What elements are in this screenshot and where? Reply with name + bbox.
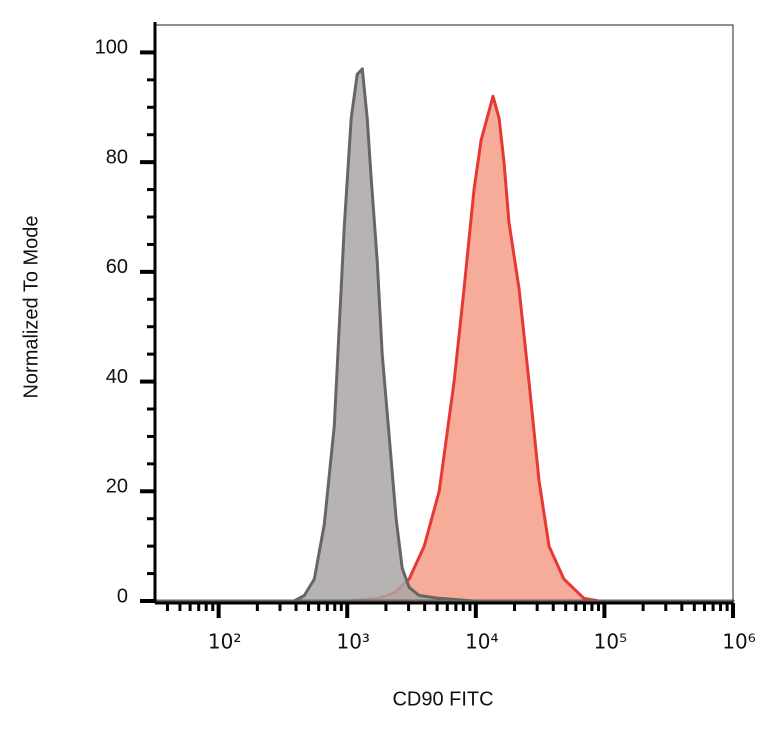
x-axis-label: CD90 FITC	[392, 688, 493, 710]
y-tick-label: 60	[106, 256, 128, 278]
x-tick-label: 10⁵	[594, 630, 627, 654]
y-tick-label: 80	[106, 146, 128, 168]
y-tick-label: 0	[117, 585, 128, 607]
histogram-area	[153, 67, 735, 603]
x-tick-label: 10²	[208, 630, 241, 654]
y-axis-label: Normalized To Mode	[20, 215, 42, 398]
y-tick-label: 40	[106, 366, 128, 388]
x-tick-label: 10³	[336, 630, 369, 654]
y-tick-label: 100	[95, 37, 128, 59]
y-tick-label: 20	[106, 476, 128, 498]
x-tick-label: 10⁴	[465, 630, 498, 654]
histogram-area	[153, 94, 735, 603]
x-tick-label: 10⁶	[722, 630, 755, 654]
